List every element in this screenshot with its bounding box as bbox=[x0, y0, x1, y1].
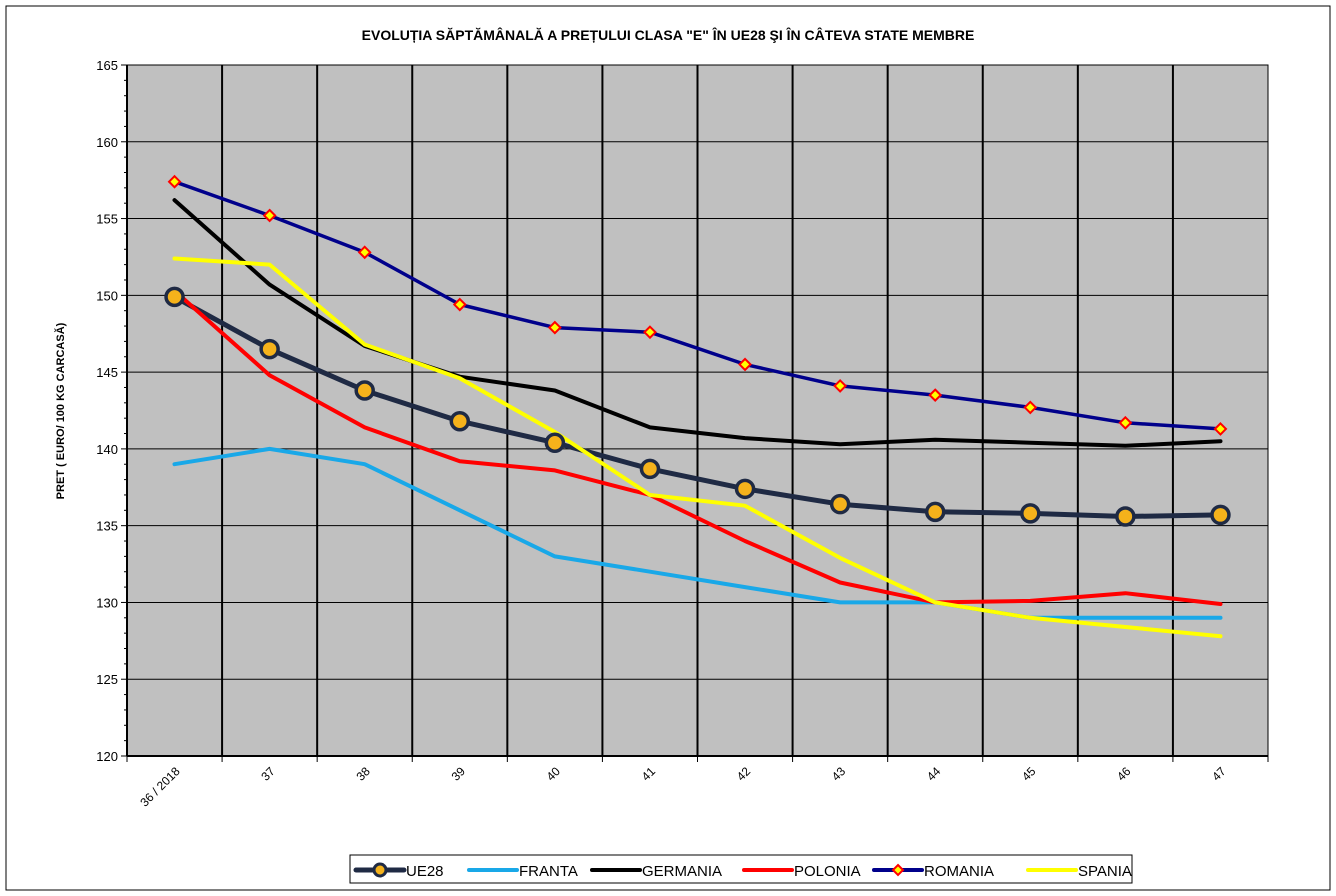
y-tick-label: 120 bbox=[96, 749, 118, 764]
data-point-ue28 bbox=[164, 286, 185, 308]
data-point-romania bbox=[928, 388, 943, 403]
data-point-romania bbox=[1213, 422, 1228, 436]
data-point-ue28 bbox=[449, 410, 471, 432]
y-tick-label: 130 bbox=[96, 595, 118, 610]
series-line-germania bbox=[172, 198, 1223, 448]
legend-label-ue28: UE28 bbox=[406, 863, 444, 880]
data-point-romania bbox=[167, 174, 182, 189]
series-line-spania bbox=[172, 256, 1223, 639]
y-tick-label: 135 bbox=[96, 519, 118, 534]
legend-label-polonia: POLONIA bbox=[794, 863, 861, 880]
data-point-romania bbox=[643, 325, 657, 340]
y-tick-label: 140 bbox=[96, 442, 118, 457]
legend-label-romania: ROMANIA bbox=[924, 863, 994, 880]
data-point-ue28 bbox=[924, 501, 946, 523]
legend-label-franta: FRANTA bbox=[519, 863, 578, 880]
data-point-romania bbox=[1118, 415, 1133, 430]
y-tick-label: 165 bbox=[96, 58, 118, 73]
data-point-ue28 bbox=[259, 338, 280, 360]
data-point-ue28 bbox=[734, 478, 756, 500]
y-tick-label: 145 bbox=[96, 365, 118, 380]
data-point-romania bbox=[738, 357, 752, 372]
data-point-ue28 bbox=[354, 380, 375, 401]
legend-label-spania: SPANIA bbox=[1078, 863, 1132, 880]
data-point-ue28 bbox=[829, 493, 851, 515]
series bbox=[164, 174, 1231, 639]
y-tick-label: 150 bbox=[96, 288, 118, 303]
data-point-ue28 bbox=[544, 432, 566, 453]
y-tick-label: 125 bbox=[96, 672, 118, 687]
data-point-romania bbox=[262, 208, 277, 223]
series-line-polonia bbox=[172, 288, 1223, 606]
data-point-ue28 bbox=[639, 458, 661, 480]
legend-marker-ue28 bbox=[372, 862, 388, 878]
data-point-romania bbox=[547, 320, 562, 335]
y-tick-label: 155 bbox=[96, 212, 118, 227]
legend-label-germania: GERMANIA bbox=[642, 863, 722, 880]
series-line-ue28 bbox=[172, 294, 1223, 519]
data-point-romania bbox=[833, 379, 848, 393]
series-line-romania bbox=[172, 179, 1223, 431]
chart-title: EVOLUȚIA SĂPTĂMÂNALĂ A PREȚULUI CLASA "E… bbox=[362, 26, 975, 43]
data-point-ue28 bbox=[1020, 503, 1041, 524]
data-point-ue28 bbox=[1210, 504, 1231, 526]
y-tick-label: 160 bbox=[96, 135, 118, 150]
y-axis-label: PRET ( EURO/ 100 KG CARCASĂ) bbox=[54, 322, 67, 499]
data-point-romania bbox=[357, 245, 372, 260]
data-point-ue28 bbox=[1115, 506, 1136, 527]
data-point-romania bbox=[452, 297, 467, 312]
legend: UE28 FRANTA GERMANIA POLONIA ROMANIA SPANIA bbox=[349, 854, 1133, 884]
data-point-romania bbox=[1023, 400, 1038, 415]
legend-marker-romania bbox=[891, 863, 905, 877]
